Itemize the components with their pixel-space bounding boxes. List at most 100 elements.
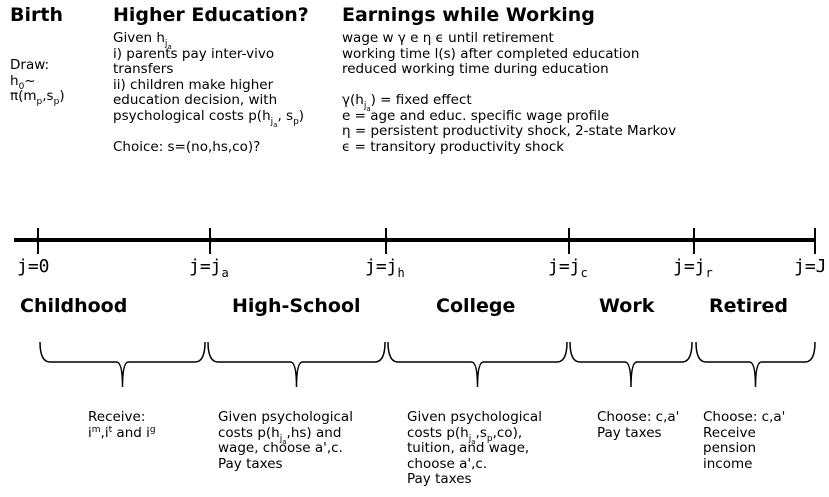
sub-text: h bbox=[397, 266, 405, 280]
description-line: income bbox=[703, 455, 753, 472]
sup-text: t bbox=[108, 424, 113, 435]
description-line: Given psychological bbox=[407, 410, 542, 425]
text: Receive bbox=[703, 424, 756, 441]
text: Work bbox=[599, 295, 655, 317]
column-title: Earnings while Working bbox=[342, 4, 595, 26]
text: working time l(s) after completed educat… bbox=[342, 45, 640, 62]
timeline-label: j=0 bbox=[17, 256, 50, 277]
text: Pay taxes bbox=[407, 471, 472, 487]
period-name: Retired bbox=[709, 295, 788, 317]
text: College bbox=[436, 295, 516, 317]
description-line: Pay taxes bbox=[218, 455, 283, 472]
sub-text: j bbox=[279, 433, 283, 444]
text-line: education decision, with bbox=[113, 93, 277, 108]
text-line: Draw: bbox=[10, 58, 49, 73]
sub-text: j bbox=[363, 101, 367, 111]
text: π(m bbox=[10, 88, 37, 104]
text-line: e = age and educ. specific wage profile bbox=[342, 107, 610, 124]
text-line: psychological costs p(hja, sp) bbox=[113, 107, 305, 129]
text-line: γ(hja) = fixed effect bbox=[342, 92, 472, 114]
text: j=j bbox=[673, 256, 706, 277]
description-line: Pay taxes bbox=[407, 472, 472, 487]
text: Draw: bbox=[10, 57, 50, 73]
text: ) bbox=[298, 107, 305, 124]
text-line: wage w γ e η ϵ until retirement bbox=[342, 31, 554, 46]
period-name: Childhood bbox=[20, 295, 127, 317]
text: wage, choose a',c. bbox=[218, 440, 343, 456]
period-name: High-School bbox=[232, 295, 361, 317]
text-line: i) parents pay inter-vivo bbox=[113, 45, 275, 62]
description-line: pension bbox=[703, 441, 756, 456]
text: and i bbox=[112, 424, 150, 441]
text: i bbox=[88, 424, 92, 441]
sub-text: j bbox=[164, 39, 168, 49]
sup-text: m bbox=[91, 424, 101, 435]
sub-text: r bbox=[705, 266, 713, 280]
sub-text: j bbox=[270, 116, 274, 127]
column-title: Higher Education? bbox=[113, 4, 309, 26]
description-line: im,it and ig bbox=[88, 424, 156, 443]
sub-text: a bbox=[221, 266, 229, 280]
text: Given psychological bbox=[407, 409, 542, 425]
description-line: tuition, and wage, bbox=[407, 441, 529, 456]
text: Retired bbox=[709, 295, 788, 317]
text: j=J bbox=[794, 256, 827, 277]
brace bbox=[207, 341, 386, 388]
text-line: η = persistent productivity shock, 2-sta… bbox=[342, 124, 676, 139]
text: Childhood bbox=[20, 295, 128, 317]
text: j=j bbox=[365, 256, 398, 277]
text: Birth bbox=[10, 4, 63, 26]
text-line: π(mp,sp) bbox=[10, 88, 65, 108]
period-name: Work bbox=[599, 295, 654, 317]
text: i) parents pay inter-vivo bbox=[113, 45, 275, 62]
text: costs p(h bbox=[407, 424, 469, 441]
text: ) = fixed effect bbox=[370, 92, 472, 108]
text: j=j bbox=[548, 256, 581, 277]
text: Receive: bbox=[88, 409, 146, 425]
text: psychological costs p(h bbox=[113, 107, 271, 124]
text: Choice: s=(no,hs,co)? bbox=[113, 138, 261, 155]
text: reduced working time during education bbox=[342, 61, 609, 77]
text: transfers bbox=[113, 61, 174, 77]
description-line: Choose: c,a' bbox=[703, 410, 785, 425]
sup-text: g bbox=[149, 424, 156, 435]
text: h bbox=[10, 72, 19, 89]
timeline-label: j=jr bbox=[673, 256, 713, 280]
text: ϵ = transitory productivity shock bbox=[342, 138, 565, 155]
text: ~ bbox=[24, 72, 36, 89]
sub2-text: a bbox=[366, 105, 371, 113]
text: ,s bbox=[42, 88, 54, 104]
text-line: ϵ = transitory productivity shock bbox=[342, 138, 565, 155]
timeline-label: j=ja bbox=[189, 256, 229, 280]
text-line: Given hja bbox=[113, 30, 172, 52]
text: Earnings while Working bbox=[342, 4, 595, 26]
text: Given psychological bbox=[218, 409, 353, 425]
text: Given h bbox=[113, 30, 165, 46]
text: e = age and educ. specific wage profile bbox=[342, 107, 610, 124]
text: income bbox=[703, 455, 753, 472]
description-line: wage, choose a',c. bbox=[218, 441, 343, 456]
text: , s bbox=[277, 107, 294, 124]
timeline-label: j=jc bbox=[548, 256, 588, 280]
brace bbox=[569, 341, 693, 388]
text: education decision, with bbox=[113, 92, 278, 108]
text: Pay taxes bbox=[218, 455, 283, 472]
sub-text: j bbox=[468, 433, 472, 444]
brace bbox=[695, 341, 816, 388]
brace bbox=[387, 341, 568, 388]
description-line: Receive: bbox=[88, 410, 145, 425]
text: ) bbox=[59, 88, 65, 104]
description-line: costs p(hja,sp,co), bbox=[407, 424, 522, 446]
text: ,s bbox=[475, 424, 487, 441]
period-name: College bbox=[436, 295, 515, 317]
text: Higher Education? bbox=[113, 4, 309, 26]
brace bbox=[39, 341, 206, 388]
text: choose a',c. bbox=[407, 455, 488, 472]
text: j=0 bbox=[17, 256, 50, 277]
text: γ(h bbox=[342, 92, 364, 108]
sub2-text: a bbox=[282, 437, 287, 446]
sub-text: c bbox=[580, 266, 588, 280]
column-title: Birth bbox=[10, 4, 63, 26]
